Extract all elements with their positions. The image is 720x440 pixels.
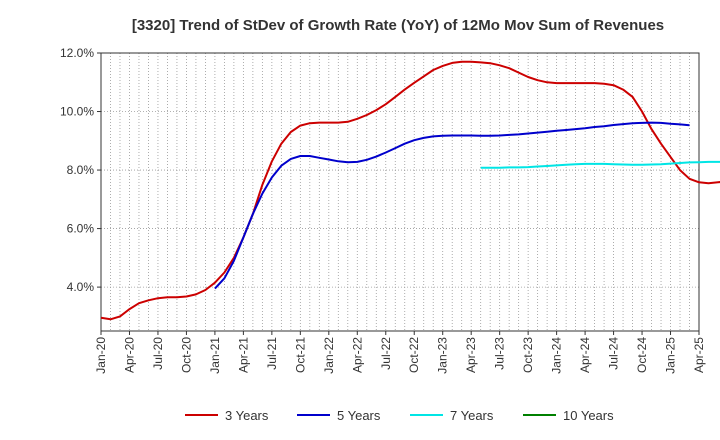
x-tick-label: Apr-21 xyxy=(236,337,250,373)
x-tick-label: Oct-24 xyxy=(635,337,649,373)
legend: 3 Years 5 Years 7 Years 10 Years xyxy=(185,408,614,423)
x-tick-label: Jul-21 xyxy=(265,337,279,370)
y-tick-label: 4.0% xyxy=(67,280,95,294)
x-tick-label: Apr-22 xyxy=(350,337,364,373)
x-tick-label: Jan-21 xyxy=(208,337,222,374)
x-axis: Jan-20 Apr-20 Jul-20 Oct-20 Jan-21 Apr-21 Jul-… xyxy=(94,331,706,374)
x-tick-label: Apr-23 xyxy=(464,337,478,373)
plot-area xyxy=(100,52,700,332)
x-tick-label: Apr-24 xyxy=(578,337,592,373)
x-tick-label: Jul-22 xyxy=(379,337,393,370)
x-tick-label: Oct-20 xyxy=(179,337,193,373)
y-tick-label: 12.0% xyxy=(60,46,94,60)
x-tick-label: Jul-23 xyxy=(493,337,507,370)
series-line-5-years xyxy=(214,121,690,290)
x-tick-label: Jan-20 xyxy=(94,337,108,374)
chart-title: [3320] Trend of StDev of Growth Rate (Yo… xyxy=(132,17,664,34)
series-layer xyxy=(100,60,720,321)
y-tick-label: 6.0% xyxy=(67,222,95,236)
series-line-3-years xyxy=(100,60,720,321)
grid xyxy=(100,52,700,331)
x-tick-label: Jan-25 xyxy=(664,337,678,374)
y-tick-label: 8.0% xyxy=(67,163,95,177)
x-tick-label: Apr-20 xyxy=(122,337,136,373)
x-tick-label: Oct-22 xyxy=(407,337,421,373)
legend-label-10-years: 10 Years xyxy=(563,408,614,423)
legend-label-7-years: 7 Years xyxy=(450,408,494,423)
x-tick-label: Oct-21 xyxy=(293,337,307,373)
series-line-7-years xyxy=(480,160,720,169)
x-tick-label: Jul-24 xyxy=(607,337,621,370)
x-tick-label: Apr-25 xyxy=(692,337,706,373)
x-tick-label: Jan-24 xyxy=(550,337,564,374)
x-tick-label: Jan-22 xyxy=(322,337,336,374)
x-tick-label: Oct-23 xyxy=(521,337,535,373)
x-tick-label: Jul-20 xyxy=(151,337,165,370)
legend-label-3-years: 3 Years xyxy=(225,408,269,423)
y-tick-label: 10.0% xyxy=(60,105,94,119)
legend-label-5-years: 5 Years xyxy=(337,408,381,423)
y-axis: 4.0% 6.0% 8.0% 10.0% 12.0% xyxy=(60,46,101,294)
x-tick-label: Jan-23 xyxy=(436,337,450,374)
